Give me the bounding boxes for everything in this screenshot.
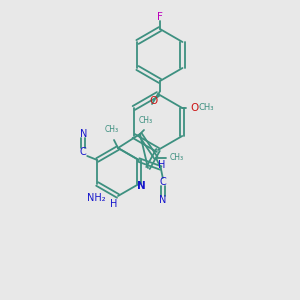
Text: C: C: [80, 147, 87, 157]
Text: N: N: [137, 181, 146, 191]
Text: O: O: [190, 103, 199, 113]
Text: CH₃: CH₃: [170, 154, 184, 163]
Text: H: H: [110, 199, 118, 209]
Text: F: F: [157, 12, 163, 22]
Text: CH₃: CH₃: [198, 103, 214, 112]
Text: CH₃: CH₃: [139, 116, 153, 125]
Text: NH₂: NH₂: [87, 193, 106, 203]
Text: O: O: [150, 96, 158, 106]
Text: N: N: [159, 195, 166, 205]
Text: H: H: [158, 160, 165, 170]
Text: CH₃: CH₃: [105, 125, 119, 134]
Text: C: C: [159, 177, 166, 187]
Text: N: N: [80, 129, 87, 139]
